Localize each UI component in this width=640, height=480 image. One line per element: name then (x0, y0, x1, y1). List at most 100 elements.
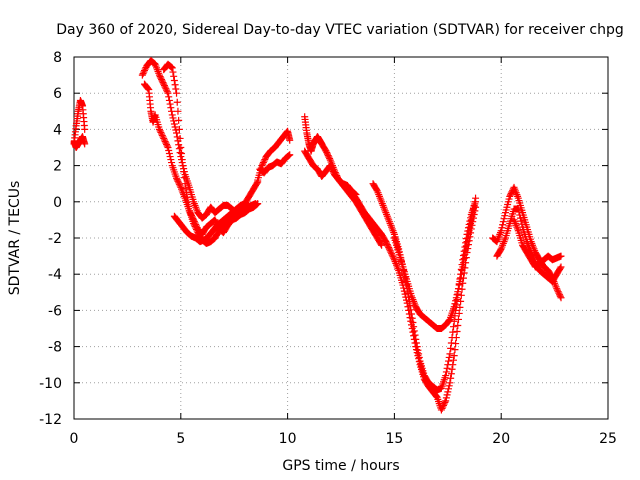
data-point (415, 350, 423, 358)
data-point (498, 224, 506, 232)
grid (74, 57, 608, 419)
series-track-m (390, 194, 480, 332)
series-track-n (489, 183, 565, 302)
data-point (462, 246, 470, 254)
data-point (182, 189, 190, 197)
data-point (144, 85, 152, 93)
data-point (461, 243, 469, 251)
data-point (554, 288, 562, 296)
data-point (440, 401, 448, 409)
data-point (158, 76, 166, 84)
y-tick-label: -8 (48, 340, 62, 356)
x-tick-label: 25 (599, 431, 617, 447)
data-point (167, 156, 175, 164)
chart-title: Day 360 of 2020, Sidereal Day-to-day VTE… (56, 22, 624, 38)
x-tick-label: 5 (176, 431, 185, 447)
data-point (444, 388, 452, 396)
data-point (170, 77, 178, 85)
data-point (449, 323, 457, 331)
data-points (70, 57, 565, 414)
data-point (471, 198, 479, 206)
data-point (449, 328, 457, 336)
data-point (161, 137, 169, 145)
data-point (506, 192, 514, 200)
data-point (159, 133, 167, 141)
data-point (182, 184, 190, 192)
data-point (450, 303, 458, 311)
data-point (163, 88, 171, 96)
data-point (177, 144, 185, 151)
data-point (328, 166, 336, 174)
data-point (507, 189, 515, 197)
data-point (141, 65, 149, 73)
data-point (185, 202, 193, 210)
data-point (163, 86, 171, 94)
data-point (497, 227, 505, 235)
y-axis-label: SDTVAR / TECUs (7, 181, 23, 296)
data-point (175, 179, 183, 187)
data-point (322, 147, 330, 155)
data-point (174, 107, 182, 115)
data-point (286, 136, 294, 144)
data-point (515, 208, 523, 216)
data-point (157, 74, 165, 82)
data-point (451, 346, 459, 354)
data-point (464, 224, 472, 232)
data-point (173, 98, 181, 106)
data-point (155, 125, 163, 133)
data-point (457, 291, 465, 299)
data-point (453, 291, 461, 299)
data-point (555, 289, 563, 297)
data-point (160, 134, 168, 142)
data-point (407, 310, 415, 318)
data-point (169, 114, 177, 122)
data-point (454, 285, 462, 293)
data-point (456, 277, 464, 285)
data-point (450, 352, 458, 360)
data-point (553, 286, 561, 294)
data-point (459, 259, 467, 267)
data-point (448, 365, 456, 373)
data-point (373, 186, 381, 194)
data-point (171, 123, 179, 131)
data-point (81, 125, 89, 133)
data-point (253, 179, 261, 187)
data-point (556, 264, 564, 272)
data-point (412, 335, 420, 343)
axis-ticks: 0 5 10 15 20 25 -12 -10 -8 -6 -4 -2 0 2 4 6 8 (39, 50, 617, 447)
data-point (409, 318, 417, 326)
data-point (470, 201, 478, 209)
x-tick-label: 0 (70, 431, 79, 447)
data-point (179, 162, 187, 170)
data-point (454, 315, 462, 323)
data-point (408, 314, 416, 322)
data-point (159, 79, 167, 87)
data-point (173, 176, 181, 184)
data-point (174, 177, 182, 185)
data-point (173, 129, 181, 137)
data-point (410, 327, 418, 335)
data-point (455, 309, 463, 317)
data-point (168, 63, 176, 71)
data-point (180, 174, 188, 182)
data-point (140, 67, 148, 75)
data-point (449, 356, 457, 364)
data-point (467, 216, 475, 224)
data-point (175, 180, 183, 188)
data-point (327, 163, 335, 171)
data-point (385, 245, 393, 253)
data-point (261, 156, 269, 164)
x-tick-label: 10 (279, 431, 297, 447)
data-point (172, 85, 180, 93)
data-point (443, 364, 451, 372)
data-point (169, 68, 177, 76)
data-point (324, 152, 332, 160)
data-point (459, 256, 467, 264)
data-point (211, 216, 219, 224)
data-point (156, 73, 164, 81)
data-point (158, 77, 166, 85)
data-point (445, 357, 453, 365)
data-point (461, 250, 469, 258)
y-tick-label: 6 (53, 86, 62, 102)
data-point (158, 131, 166, 139)
